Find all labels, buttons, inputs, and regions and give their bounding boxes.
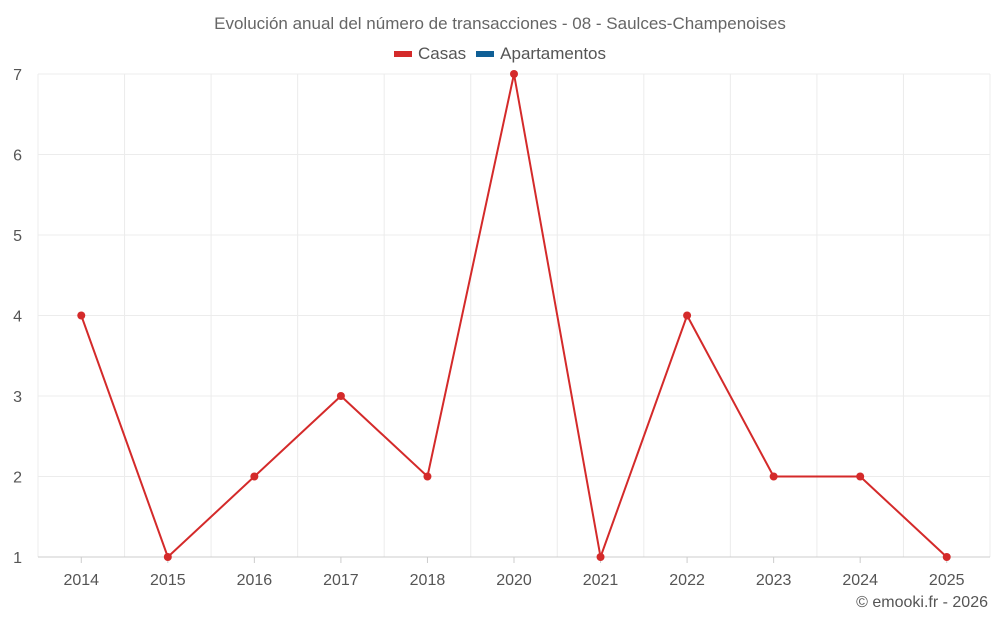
y-tick-label: 2 [13,470,22,487]
legend-label-apartamentos: Apartamentos [500,44,607,63]
legend-label-casas: Casas [417,44,467,63]
y-tick-label: 7 [13,67,22,84]
x-tick-label: 2023 [756,572,792,589]
x-tick-label: 2018 [410,572,446,589]
x-tick-label: 2025 [929,572,965,589]
data-point [596,553,605,561]
x-tick-label: 2017 [323,572,359,589]
x-tick-label: 2022 [669,572,705,589]
data-point [769,472,778,481]
x-tick-label: 2015 [150,572,186,589]
y-tick-label: 5 [13,228,22,245]
y-tick-label: 6 [13,148,22,165]
x-tick-label: 2020 [496,572,532,589]
x-tick-label: 2024 [842,572,878,589]
data-point [423,472,432,481]
data-point [510,70,518,78]
legend-item-casas[interactable]: Casas [393,44,467,64]
data-point [77,311,86,320]
data-point [336,392,345,400]
legend-swatch-apartamentos [476,51,495,57]
data-point [856,472,865,481]
legend-item-apartamentos[interactable]: Apartamentos [476,44,606,64]
y-tick-label: 1 [13,550,22,567]
data-point [942,553,951,561]
x-tick-label: 2021 [583,572,619,589]
y-tick-label: 3 [13,389,22,406]
y-tick-label: 4 [13,309,22,326]
x-tick-label: 2014 [63,572,99,589]
chart-legend: Casas Apartamentos [0,44,1000,64]
data-point [250,472,259,481]
data-point [163,553,172,561]
x-tick-label: 2016 [237,572,273,589]
data-point [683,311,692,320]
chart-title: Evolución anual del número de transaccio… [214,14,786,33]
copyright-credit: © emooki.fr - 2026 [856,594,988,611]
legend-swatch-casas [393,51,412,57]
